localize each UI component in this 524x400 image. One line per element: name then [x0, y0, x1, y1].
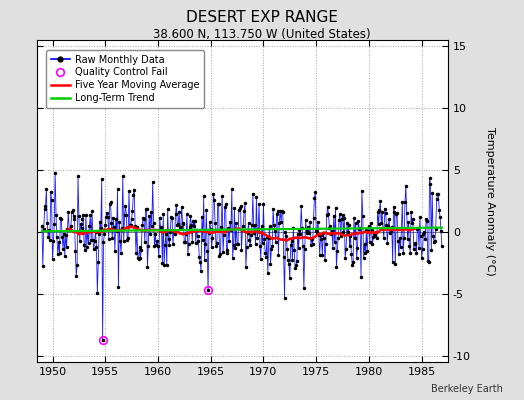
Legend: Raw Monthly Data, Quality Control Fail, Five Year Moving Average, Long-Term Tren: Raw Monthly Data, Quality Control Fail, … — [46, 50, 204, 108]
Text: DESERT EXP RANGE: DESERT EXP RANGE — [186, 10, 338, 25]
Text: 38.600 N, 113.750 W (United States): 38.600 N, 113.750 W (United States) — [153, 28, 371, 41]
Text: Berkeley Earth: Berkeley Earth — [431, 384, 503, 394]
Y-axis label: Temperature Anomaly (°C): Temperature Anomaly (°C) — [485, 127, 495, 275]
